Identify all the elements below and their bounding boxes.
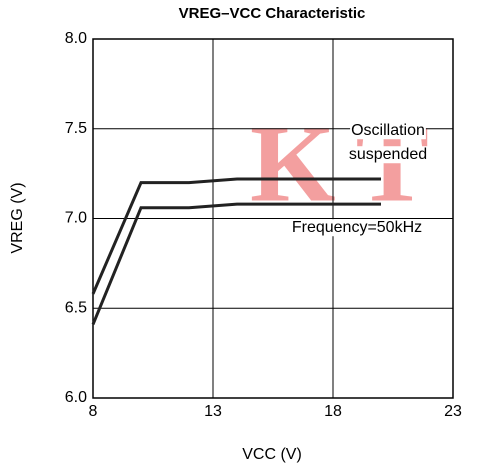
y-tick-label: 7.5 <box>65 120 87 137</box>
chart-title: VREG–VCC Characteristic <box>179 5 366 22</box>
annotation: suspended <box>349 146 427 163</box>
y-axis-label: VREG (V) <box>9 182 26 253</box>
watermark: KT <box>250 102 449 224</box>
y-tick-label: 7.0 <box>65 210 87 227</box>
x-tick-label: 18 <box>324 403 342 420</box>
x-axis-label: VCC (V) <box>242 446 302 463</box>
annotation: Oscillation <box>351 122 425 139</box>
x-tick-label: 13 <box>204 403 222 420</box>
y-tick-label: 6.5 <box>65 299 87 316</box>
x-tick-label: 23 <box>444 403 462 420</box>
plot-frame <box>92 38 454 399</box>
line-series <box>91 177 381 295</box>
y-tick-label: 6.0 <box>65 389 87 406</box>
annotation-bg <box>290 219 424 237</box>
annotation: Frequency=50kHz <box>292 219 422 236</box>
x-tick-label: 8 <box>89 403 98 420</box>
y-tick-label: 8.0 <box>65 30 87 47</box>
line-series <box>91 202 381 325</box>
annotation-bg <box>350 122 426 140</box>
annotation-bg <box>347 146 429 164</box>
